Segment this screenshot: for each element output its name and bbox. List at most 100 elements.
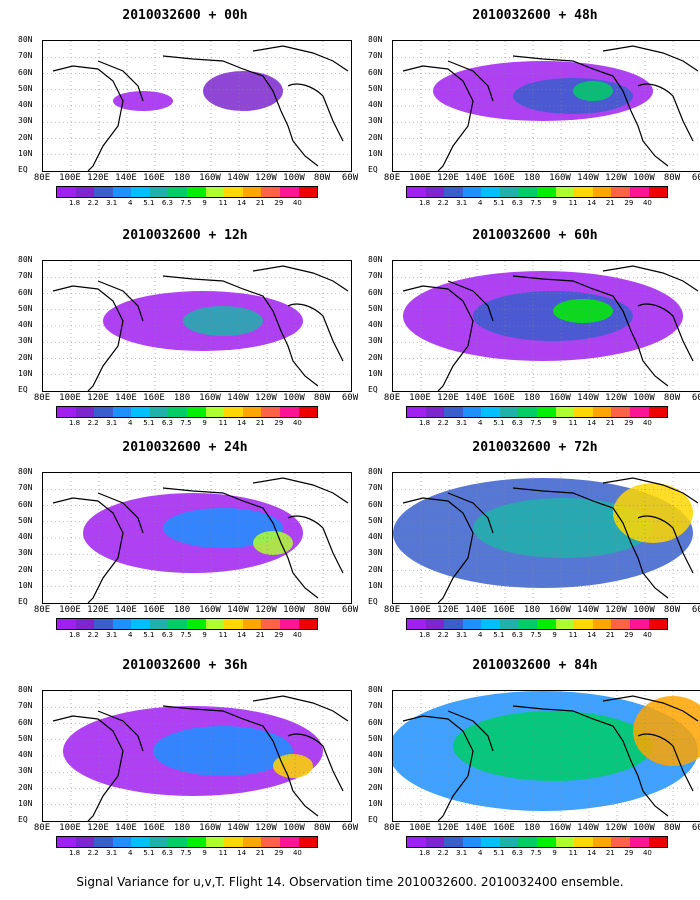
colorbar-label: 21 [255, 199, 265, 207]
lon-tick-label: 100E [59, 605, 81, 615]
variance-shading [513, 78, 633, 114]
colorbar-label: 40 [292, 849, 302, 857]
colorbar-label: 9 [552, 849, 557, 857]
lon-tick-label: 120W [255, 173, 277, 183]
lat-tick-label: 60N [368, 287, 383, 297]
lat-tick-label: 60N [368, 67, 383, 77]
colorbar-label: 2.2 [87, 419, 99, 427]
lon-tick-label: 160E [493, 823, 515, 833]
colorbar-label: 9 [552, 199, 557, 207]
lat-tick-label: 20N [18, 352, 33, 362]
lat-tick-label: 50N [368, 733, 383, 743]
lon-tick-label: 100W [283, 605, 305, 615]
colorbar-label: 11 [218, 631, 228, 639]
colorbar-label: 6.3 [511, 419, 523, 427]
panel-title: 2010032600 + 24h [122, 440, 248, 455]
lat-tick-label: 70N [368, 51, 383, 61]
lon-tick-label: 80E [33, 823, 51, 833]
colorbar-label: 11 [218, 199, 228, 207]
colorbar-swatch [149, 407, 169, 417]
coastline [602, 477, 699, 504]
colorbar-swatch [555, 407, 575, 417]
colorbar-swatch [205, 619, 225, 629]
lon-tick-label: 80E [383, 823, 401, 833]
lon-tick-label: 80W [663, 393, 681, 403]
colorbar-swatch [592, 619, 612, 629]
lat-tick-label: EQ [18, 815, 28, 824]
colorbar-label: 14 [587, 849, 597, 857]
colorbar-swatch [629, 837, 649, 847]
colorbar-label: 29 [624, 631, 634, 639]
lon-tick-label: 80W [313, 173, 331, 183]
colorbar-label: 6.3 [161, 199, 173, 207]
lon-tick-label: 140E [115, 393, 137, 403]
coastline [162, 487, 319, 599]
lat-tick-label: 20N [18, 132, 33, 142]
coastline [252, 265, 349, 292]
colorbar-swatch [499, 187, 519, 197]
coastline [602, 265, 699, 292]
lat-tick-label: 80N [368, 35, 383, 44]
lon-tick-label: 140W [577, 605, 599, 615]
lat-tick-label: 30N [18, 548, 33, 558]
lat-tick-label: 80N [368, 685, 383, 694]
coastline [602, 695, 699, 722]
lat-tick-label: 50N [368, 515, 383, 525]
variance-shading [633, 696, 700, 766]
colorbar-swatch [187, 187, 206, 197]
colorbar-swatch [574, 619, 593, 629]
colorbar-swatch [481, 407, 500, 417]
colorbar-label: 9 [552, 419, 557, 427]
colorbar-swatch [481, 619, 500, 629]
lon-tick-label: 120W [605, 823, 627, 833]
lat-tick-label: EQ [368, 597, 378, 606]
colorbar-swatch [298, 619, 318, 629]
lat-tick-label: 10N [18, 148, 33, 158]
map-panel [392, 690, 700, 822]
colorbar [56, 186, 318, 198]
lat-tick-label: 20N [368, 782, 383, 792]
lon-tick-label: 80E [33, 393, 51, 403]
colorbar-label: 7.5 [180, 631, 192, 639]
colorbar-label: 11 [568, 199, 578, 207]
lon-tick-label: 60W [691, 605, 700, 615]
colorbar-swatch [518, 837, 538, 847]
lat-tick-label: 20N [18, 564, 33, 574]
panel-title: 2010032600 + 48h [472, 8, 598, 23]
colorbar-swatch [279, 407, 299, 417]
lat-tick-label: 30N [368, 116, 383, 126]
colorbar-swatch [629, 407, 649, 417]
colorbar-label: 11 [218, 419, 228, 427]
lon-tick-label: 180 [173, 173, 191, 183]
variance-map [393, 691, 700, 821]
lon-tick-label: 140W [227, 823, 249, 833]
colorbar-swatch [518, 619, 538, 629]
colorbar-label: 40 [642, 849, 652, 857]
colorbar-swatch [75, 407, 95, 417]
lat-tick-label: 30N [368, 548, 383, 558]
lon-tick-label: 100W [283, 393, 305, 403]
colorbar-swatch [574, 187, 593, 197]
lon-tick-label: 120E [437, 823, 459, 833]
lat-tick-label: 80N [18, 467, 33, 476]
colorbar-swatch [537, 407, 556, 417]
lat-tick-label: 50N [18, 515, 33, 525]
colorbar-label: 14 [237, 199, 247, 207]
lat-tick-label: 80N [368, 467, 383, 476]
lat-tick-label: 70N [18, 483, 33, 493]
lat-tick-label: 10N [18, 580, 33, 590]
colorbar-label: 14 [587, 419, 597, 427]
lon-tick-label: 120W [605, 173, 627, 183]
lon-tick-label: 100E [59, 393, 81, 403]
lat-tick-label: 20N [18, 782, 33, 792]
colorbar-swatch [112, 619, 132, 629]
lon-tick-label: 160E [493, 393, 515, 403]
coastline [402, 65, 474, 171]
colorbar-swatch [187, 619, 206, 629]
colorbar-label: 11 [568, 849, 578, 857]
lon-tick-label: 140W [227, 173, 249, 183]
lon-tick-label: 60W [691, 393, 700, 403]
colorbar-swatch [574, 837, 593, 847]
variance-map [393, 41, 700, 171]
coastline [512, 487, 669, 599]
